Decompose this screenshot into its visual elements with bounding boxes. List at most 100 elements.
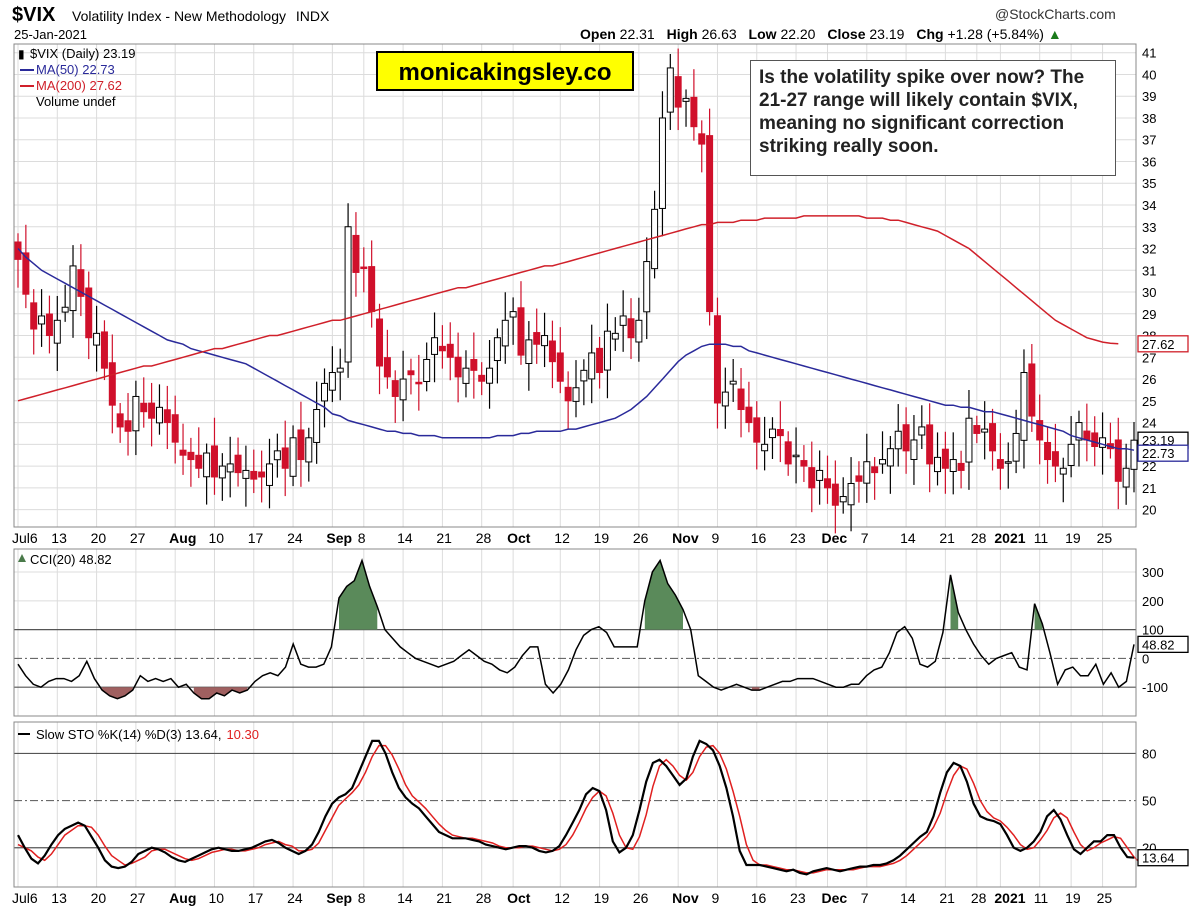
high-value: 26.63 [701, 26, 737, 42]
chart-date: 25-Jan-2021 [14, 27, 87, 42]
candle-up [1012, 432, 1020, 462]
candle-up [1004, 461, 1012, 464]
candle-up [965, 417, 973, 463]
y-tick-label: 22 [1142, 459, 1156, 474]
candle-up [242, 469, 250, 479]
candle-down [234, 454, 242, 474]
index-name-text: Volatility Index - New Methodology [72, 8, 286, 24]
cci-y-tick-label: 300 [1142, 565, 1164, 580]
ma50-value-tag-box [1137, 444, 1189, 462]
x-tick-label: 27 [130, 890, 146, 906]
x-tick-label: 14 [397, 890, 413, 906]
y-tick-label: 33 [1142, 220, 1156, 235]
candle-up [729, 380, 737, 385]
ma200-value-tag-box [1137, 335, 1189, 353]
candle-down [163, 409, 171, 424]
y-tick-label: 30 [1142, 285, 1156, 300]
candle-up [934, 456, 942, 473]
candle-up [863, 461, 871, 484]
candle-down [745, 406, 753, 424]
candle-down [1028, 363, 1036, 417]
cci-y-tick-label: -100 [1142, 680, 1168, 695]
candle-down [871, 466, 879, 474]
index-name: Volatility Index - New Methodology INDX [72, 8, 329, 24]
x-tick-label: 10 [208, 530, 224, 546]
sto-legend-k: Slow STO %K(14) %D(3) 13.64, [36, 727, 221, 742]
candle-down [784, 441, 792, 465]
candle-up [580, 369, 588, 382]
candle-up [918, 426, 926, 436]
candle-down [100, 331, 108, 369]
x-tick-label: 12 [554, 530, 570, 546]
price-legend-entry: MA(200) 27.62 [36, 78, 122, 93]
x-tick-label: Sep [326, 530, 352, 546]
cci-y-tick-label: 100 [1142, 623, 1164, 638]
x-tick-label: 7 [861, 890, 869, 906]
candle-down [996, 459, 1004, 469]
candle-up [721, 391, 729, 407]
candle-down [533, 332, 541, 345]
y-tick-label: 34 [1142, 198, 1156, 213]
cci-overbought-fill [339, 560, 378, 630]
candle-up [313, 409, 321, 443]
candle-up [839, 496, 847, 503]
candle-down [470, 359, 478, 371]
candle-up [894, 430, 902, 450]
candle-down [352, 234, 360, 273]
candle-up [462, 367, 470, 384]
sto-value-tag: 13.64 [1142, 851, 1175, 866]
candle-up [336, 367, 344, 373]
cci-panel-frame [13, 548, 1137, 717]
cci-legend: CCI(20) 48.82 [30, 552, 112, 567]
x-tick-label: 25 [1097, 890, 1113, 906]
candle-down [368, 266, 376, 313]
annotation-box: Is the volatility spike over now? The 21… [750, 60, 1116, 176]
x-tick-label: 28 [971, 530, 987, 546]
candle-up [792, 454, 800, 458]
ma200-value-tag: 27.62 [1142, 337, 1175, 352]
candle-down [30, 302, 38, 330]
candle-down [808, 467, 816, 489]
candle-up [203, 452, 211, 478]
x-tick-label: 21 [436, 890, 452, 906]
candle-up [1059, 467, 1067, 475]
x-tick-label: 8 [358, 530, 366, 546]
sto-legend-d: 10.30 [226, 727, 259, 742]
candle-down [596, 347, 604, 374]
candle-down [973, 425, 981, 434]
y-tick-label: 40 [1142, 67, 1156, 82]
y-tick-label: 32 [1142, 242, 1156, 257]
candle-down [1036, 420, 1044, 441]
candle-down [171, 414, 179, 443]
x-tick-label: Nov [672, 530, 699, 546]
candle-down [548, 340, 556, 363]
exchange-label: INDX [295, 8, 330, 24]
candle-up [155, 406, 163, 424]
ohlc-readout: Open 22.31 High 26.63 Low 22.20 Close 23… [580, 26, 1062, 42]
candle-down [957, 462, 965, 471]
candle-down [297, 429, 305, 461]
x-tick-label: 23 [790, 530, 806, 546]
candle-down [698, 133, 706, 145]
up-arrow-icon: ▲ [1047, 26, 1062, 42]
x-tick-label: 10 [208, 890, 224, 906]
candle-down [415, 381, 423, 385]
source-credit: @StockCharts.com [995, 6, 1116, 22]
candle-down [926, 424, 934, 465]
sto-panel-frame [13, 721, 1137, 888]
candle-down [454, 356, 462, 378]
sto-value-tag-box [1137, 849, 1189, 867]
candle-legend-icon: ▮ [18, 47, 25, 61]
candle-down [902, 424, 910, 452]
x-tick-label: 26 [633, 530, 649, 546]
candle-down [800, 460, 808, 467]
y-tick-label: 37 [1142, 133, 1156, 148]
y-tick-label: 21 [1142, 481, 1156, 496]
candle-up [1099, 437, 1107, 448]
candle-down [77, 269, 85, 297]
x-tick-label: 24 [287, 530, 303, 546]
cci-line [17, 558, 1135, 700]
high-label: High [666, 26, 698, 42]
candle-up [1130, 439, 1138, 470]
candle-up [949, 459, 957, 472]
